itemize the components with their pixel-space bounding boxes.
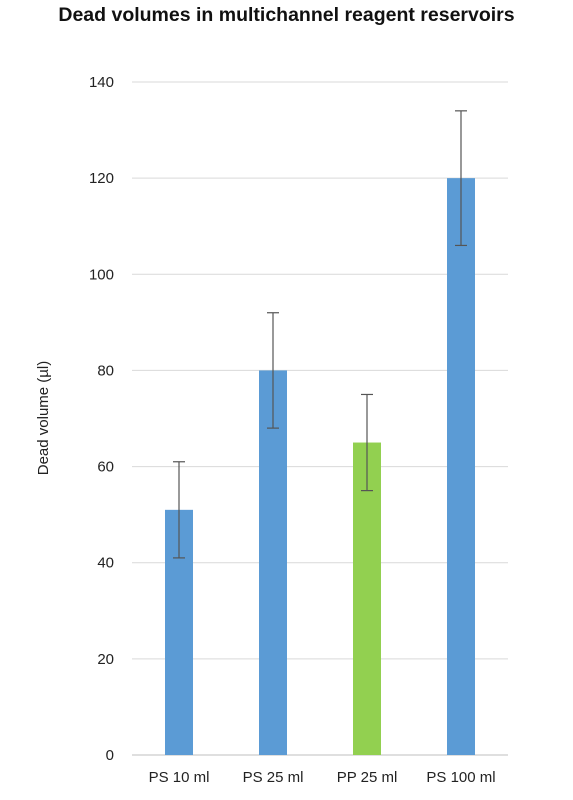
x-category-label: PS 100 ml — [426, 769, 495, 786]
y-tick-label: 140 — [89, 74, 114, 91]
x-category-label: PP 25 ml — [337, 769, 398, 786]
bar — [353, 442, 381, 755]
y-tick-label: 20 — [97, 651, 114, 668]
gridlines — [132, 81, 508, 756]
x-category-label: PS 25 ml — [243, 769, 304, 786]
bar — [259, 370, 287, 755]
y-tick-labels: 0 20 40 60 80 100 120 140 — [89, 74, 114, 764]
y-tick-label: 0 — [106, 747, 114, 764]
y-tick-label: 80 — [97, 362, 114, 379]
y-tick-label: 100 — [89, 266, 114, 283]
y-tick-label: 40 — [97, 555, 114, 572]
x-category-label: PS 10 ml — [149, 769, 210, 786]
chart-title: Dead volumes in multichannel reagent res… — [58, 4, 515, 26]
y-axis-label: Dead volume (µl) — [35, 361, 52, 476]
error-bars — [173, 110, 467, 559]
bar — [447, 178, 475, 756]
y-tick-label: 60 — [97, 459, 114, 476]
bars — [165, 178, 475, 756]
x-category-labels: PS 10 ml PS 25 ml PP 25 ml PS 100 ml — [149, 769, 496, 786]
y-tick-label: 120 — [89, 170, 114, 187]
